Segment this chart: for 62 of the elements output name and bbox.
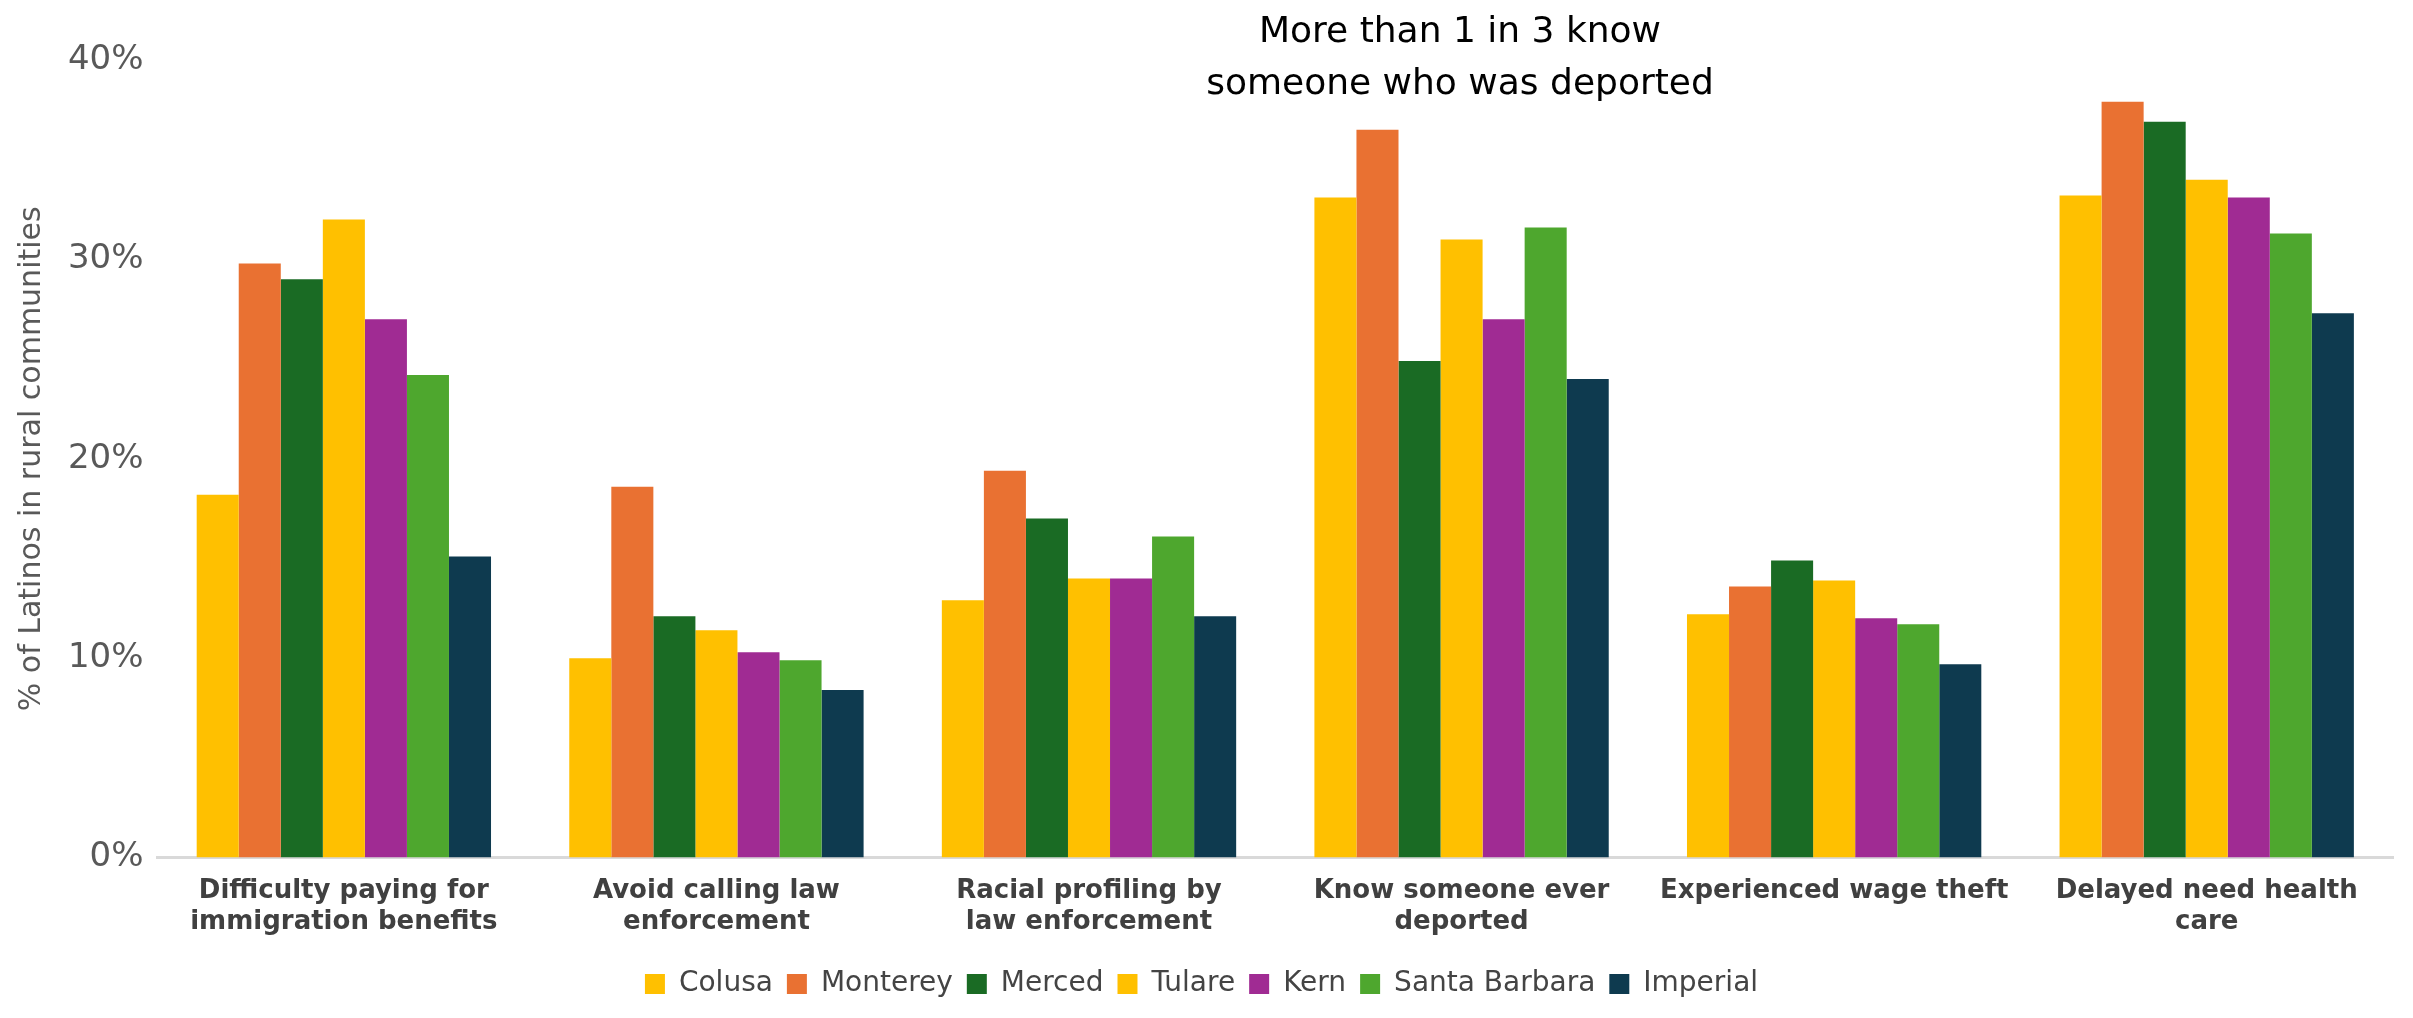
- legend-label: Tulare: [1150, 965, 1236, 999]
- x-tick-label: Know someone ever deported: [1313, 873, 1610, 936]
- bar: [1025, 518, 1068, 858]
- bar: [1813, 580, 1856, 858]
- bar: [1356, 129, 1399, 858]
- bar: [1729, 586, 1772, 858]
- bar: [1067, 578, 1111, 858]
- x-tick-label: Delayed need health care: [2055, 873, 2358, 936]
- legend-label: Colusa: [678, 965, 773, 999]
- bar: [2143, 121, 2186, 858]
- bar: [364, 319, 407, 858]
- legend-label: Monterey: [820, 965, 953, 999]
- legend-label: Imperial: [1643, 965, 1759, 999]
- x-tick-label: Avoid calling law enforcement: [592, 873, 840, 936]
- bar: [196, 494, 239, 858]
- x-tick-label: Experienced wage theft: [1659, 873, 2009, 904]
- bar: [1314, 197, 1357, 858]
- legend-label: Kern: [1283, 965, 1347, 999]
- bar: [779, 660, 822, 858]
- bar: [737, 652, 780, 858]
- bar: [1440, 239, 1483, 858]
- bar: [1939, 664, 1982, 858]
- bar: [1194, 616, 1237, 858]
- bar: [941, 600, 984, 858]
- bar: [280, 279, 323, 858]
- bar: [406, 375, 449, 858]
- bar: [2311, 313, 2354, 858]
- bar: [322, 219, 365, 858]
- legend-label: Merced: [1000, 965, 1104, 999]
- y-tick-label: 40%: [67, 36, 144, 77]
- bar: [2185, 179, 2228, 858]
- legend-label: Santa Barbara: [1394, 965, 1596, 999]
- bar: [1897, 624, 1940, 858]
- bar: [695, 630, 738, 858]
- bar: [1110, 578, 1153, 858]
- y-tick-label: 30%: [67, 236, 144, 277]
- bar: [653, 616, 696, 858]
- bar: [2059, 195, 2102, 858]
- bar: [238, 263, 281, 858]
- bar: [569, 658, 612, 858]
- bar: [1566, 379, 1609, 858]
- annotation: More than 1 in 3 know someone who was deported: [1205, 8, 1715, 104]
- bar: [1524, 227, 1567, 858]
- bar: [1686, 614, 1730, 858]
- bar: [1855, 618, 1898, 858]
- bar: [2269, 233, 2312, 858]
- bar: [611, 486, 654, 858]
- bar: [821, 690, 864, 858]
- x-tick-label: Racial profiling by law enforcement: [956, 873, 1222, 936]
- bar: [2101, 101, 2144, 858]
- bar: [983, 470, 1026, 858]
- y-tick-label: 10%: [67, 635, 144, 676]
- y-tick-label: 20%: [67, 435, 144, 476]
- x-tick-label: Difficulty paying for immigration benefits: [190, 873, 498, 936]
- bar: [2227, 197, 2270, 858]
- bar: [1152, 536, 1195, 858]
- bar: [448, 556, 492, 858]
- bar: [1771, 560, 1814, 858]
- bar: [1398, 361, 1441, 858]
- bar: [1482, 319, 1525, 858]
- y-axis-title: % of Latinos in rural communities: [11, 206, 47, 712]
- y-tick-label: 0%: [89, 834, 144, 875]
